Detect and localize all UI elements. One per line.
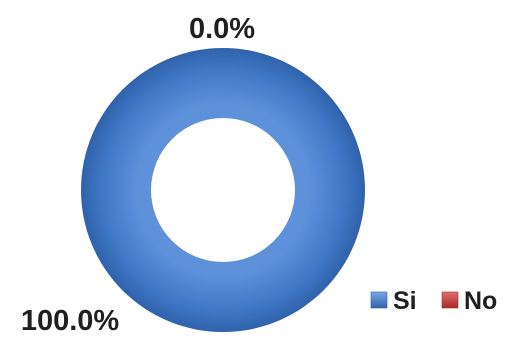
legend-entry-no[interactable]: No: [441, 287, 497, 315]
legend: Si No: [370, 287, 497, 315]
doughnut-segment-si[interactable]: [80, 47, 365, 333]
legend-label-si: Si: [393, 287, 417, 315]
legend-swatch-no: [441, 291, 459, 309]
legend-label-no: No: [464, 287, 497, 315]
legend-swatch-si: [370, 291, 388, 309]
data-label-no: 0.0%: [189, 13, 255, 45]
doughnut-segments: [80, 47, 365, 333]
legend-entry-si[interactable]: Si: [370, 287, 417, 315]
data-label-si: 100.0%: [21, 305, 120, 337]
